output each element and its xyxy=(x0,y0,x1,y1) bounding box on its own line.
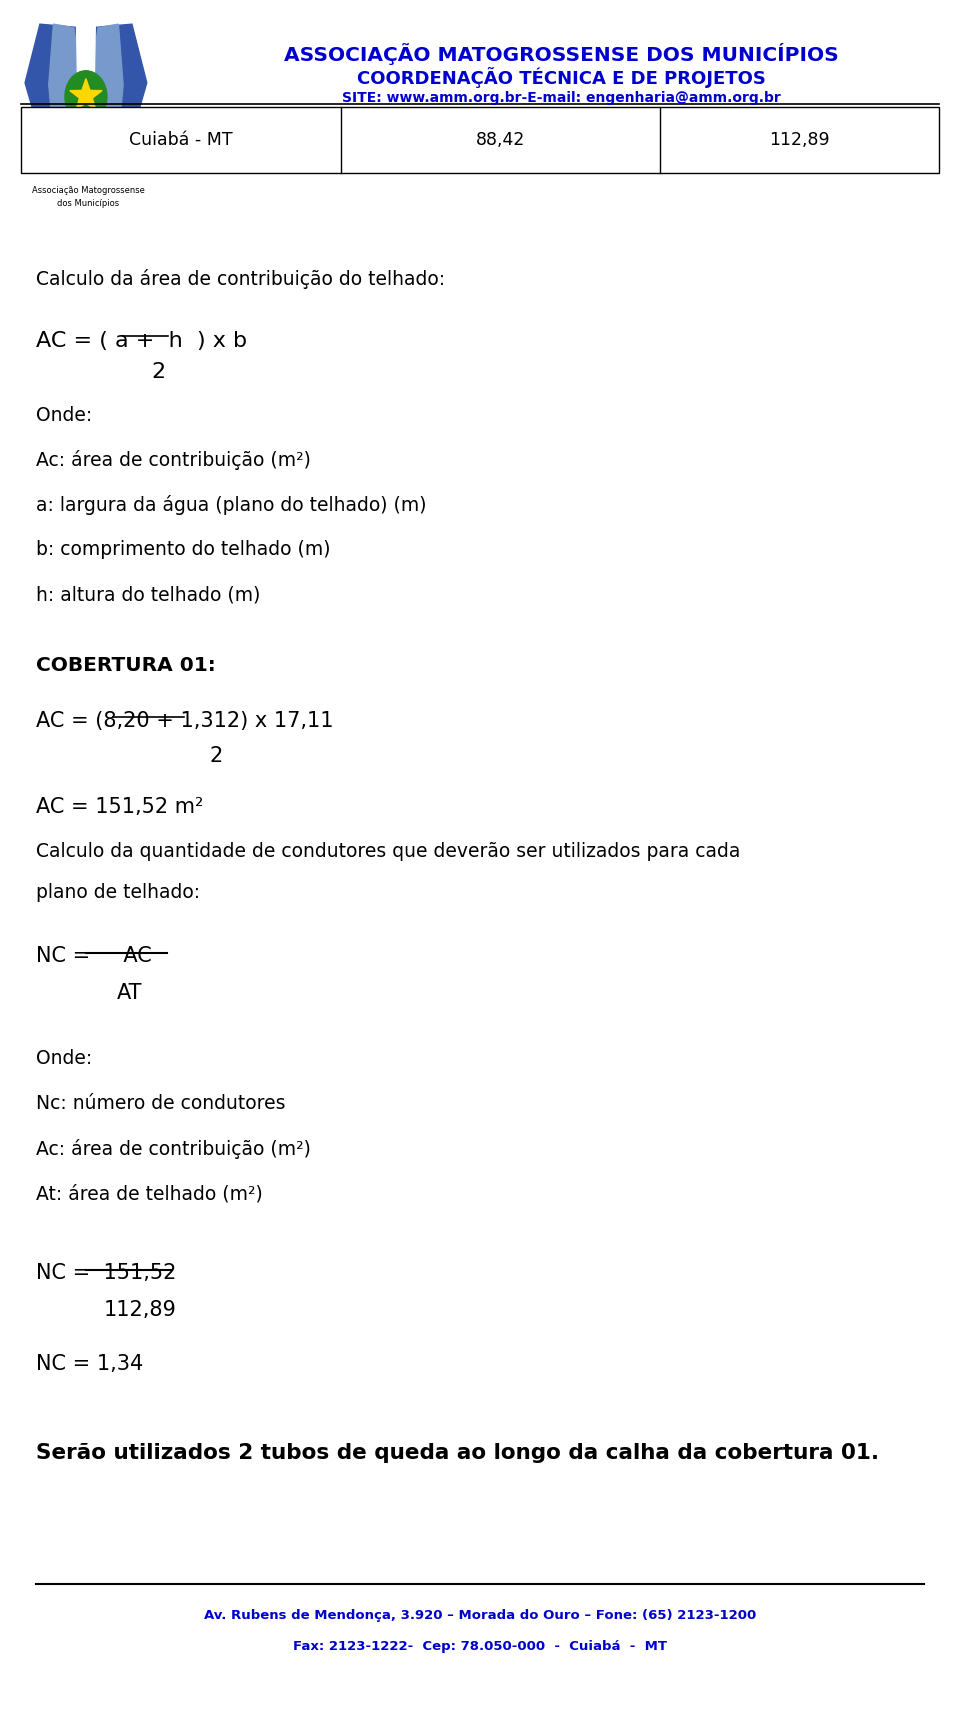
Text: dos Municípios: dos Municípios xyxy=(58,200,119,209)
Text: Nc: número de condutores: Nc: número de condutores xyxy=(36,1094,286,1113)
Text: NC =  151,52: NC = 151,52 xyxy=(36,1263,177,1284)
Text: Calculo da quantidade de condutores que deverão ser utilizados para cada: Calculo da quantidade de condutores que … xyxy=(36,842,741,861)
Polygon shape xyxy=(88,24,123,162)
Text: Cuiabá - MT: Cuiabá - MT xyxy=(129,131,232,148)
Text: Ac: área de contribuição (m²): Ac: área de contribuição (m²) xyxy=(36,450,311,471)
Polygon shape xyxy=(25,24,91,166)
Text: Onde:: Onde: xyxy=(36,1049,93,1068)
Polygon shape xyxy=(49,24,84,162)
Text: Calculo da área de contribuição do telhado:: Calculo da área de contribuição do telha… xyxy=(36,269,445,290)
Text: plano de telhado:: plano de telhado: xyxy=(36,884,201,903)
Text: b: comprimento do telhado (m): b: comprimento do telhado (m) xyxy=(36,540,331,559)
Text: SITE: www.amm.org.br-E-mail: engenharia@amm.org.br: SITE: www.amm.org.br-E-mail: engenharia@… xyxy=(342,91,781,105)
Ellipse shape xyxy=(65,71,107,123)
Text: AC = (8,20 + 1,312) x 17,11: AC = (8,20 + 1,312) x 17,11 xyxy=(36,711,334,732)
Text: Fax: 2123-1222-  Cep: 78.050-000  -  Cuiabá  -  MT: Fax: 2123-1222- Cep: 78.050-000 - Cuiabá… xyxy=(293,1640,667,1654)
Text: ASSOCIAÇÃO MATOGROSSENSE DOS MUNICÍPIOS: ASSOCIAÇÃO MATOGROSSENSE DOS MUNICÍPIOS xyxy=(284,43,839,66)
Text: Onde:: Onde: xyxy=(36,406,93,425)
Text: 2: 2 xyxy=(209,746,223,766)
Text: 2: 2 xyxy=(152,362,166,381)
Text: 112,89: 112,89 xyxy=(104,1300,177,1320)
Text: 88,42: 88,42 xyxy=(475,131,525,148)
Text: AC = ( a +  h  ) x b: AC = ( a + h ) x b xyxy=(36,331,248,350)
Text: COBERTURA 01:: COBERTURA 01: xyxy=(36,656,216,675)
Polygon shape xyxy=(77,21,95,169)
Text: a: largura da água (plano do telhado) (m): a: largura da água (plano do telhado) (m… xyxy=(36,495,427,516)
Text: h: altura do telhado (m): h: altura do telhado (m) xyxy=(36,585,261,604)
Text: AC = 151,52 m²: AC = 151,52 m² xyxy=(36,797,204,818)
Text: 112,89: 112,89 xyxy=(769,131,830,148)
Polygon shape xyxy=(81,24,147,166)
Text: Ac: área de contribuição (m²): Ac: área de contribuição (m²) xyxy=(36,1139,311,1160)
Text: Serão utilizados 2 tubos de queda ao longo da calha da cobertura 01.: Serão utilizados 2 tubos de queda ao lon… xyxy=(36,1443,879,1464)
Text: At: área de telhado (m²): At: área de telhado (m²) xyxy=(36,1184,263,1203)
Text: NC = 1,34: NC = 1,34 xyxy=(36,1353,144,1374)
Polygon shape xyxy=(70,79,102,110)
Text: Av. Rubens de Mendonça, 3.920 – Morada do Ouro – Fone: (65) 2123-1200: Av. Rubens de Mendonça, 3.920 – Morada d… xyxy=(204,1609,756,1622)
Text: Associação Matogrossense: Associação Matogrossense xyxy=(32,186,145,195)
Text: NC =     AC: NC = AC xyxy=(36,946,153,967)
Text: COORDENAÇÃO TÉCNICA E DE PROJETOS: COORDENAÇÃO TÉCNICA E DE PROJETOS xyxy=(357,67,766,88)
Text: AT: AT xyxy=(117,984,142,1003)
